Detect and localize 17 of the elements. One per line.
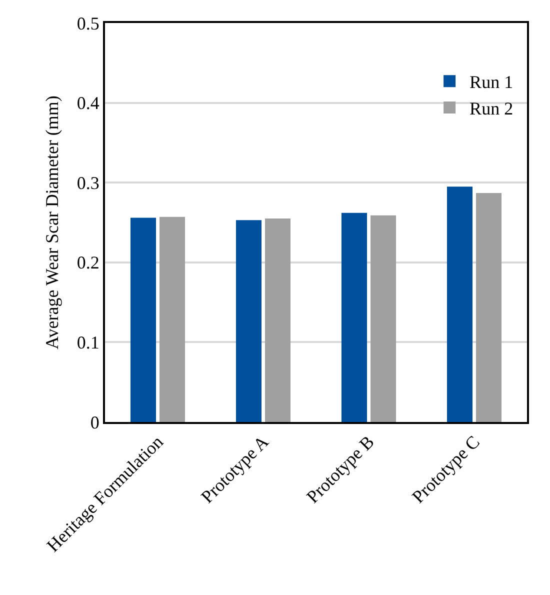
y-tick-label: 0.4 bbox=[76, 93, 100, 114]
y-tick-label: 0 bbox=[90, 412, 100, 432]
y-tick-label: 0.5 bbox=[76, 13, 100, 34]
y-tick-label: 0.2 bbox=[76, 252, 100, 273]
bar bbox=[130, 218, 156, 422]
legend-label: Run 1 bbox=[470, 72, 514, 92]
y-tick-label: 0.3 bbox=[76, 172, 100, 193]
y-axis-title: Average Wear Scar Diameter (mm) bbox=[42, 96, 62, 350]
y-tick-label: 0.1 bbox=[76, 332, 100, 352]
legend-label: Run 2 bbox=[470, 98, 514, 119]
bar bbox=[370, 215, 396, 422]
bar bbox=[159, 216, 186, 422]
bar bbox=[236, 220, 262, 422]
bar bbox=[264, 218, 291, 422]
bar bbox=[476, 192, 502, 422]
bar bbox=[446, 186, 473, 422]
bar bbox=[341, 212, 368, 422]
